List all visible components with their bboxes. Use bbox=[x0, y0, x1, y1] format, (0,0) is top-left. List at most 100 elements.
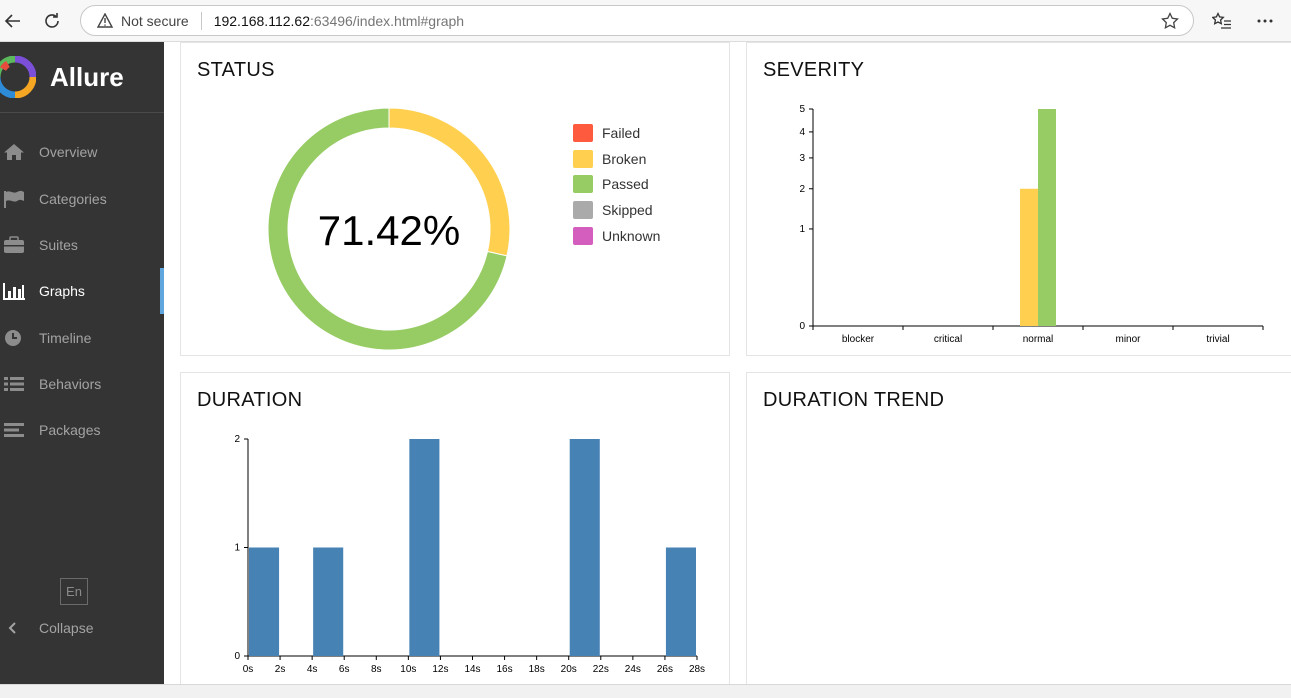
sidebar-item-label: Graphs bbox=[39, 283, 85, 299]
x-tick-label: 20s bbox=[561, 664, 577, 675]
security-label: Not secure bbox=[121, 12, 189, 29]
sidebar-item-label: Overview bbox=[39, 144, 98, 160]
flag-icon bbox=[4, 190, 24, 208]
brand[interactable]: Allure bbox=[0, 42, 164, 113]
y-tick-label: 2 bbox=[234, 434, 240, 445]
donut-slice-passed bbox=[267, 107, 508, 351]
x-tick-label: 4s bbox=[307, 664, 318, 675]
sidebar-item-label: Categories bbox=[39, 191, 107, 207]
more-menu-button[interactable] bbox=[1252, 8, 1278, 34]
sidebar-item-overview[interactable]: Overview bbox=[0, 129, 164, 175]
collapse-label: Collapse bbox=[39, 620, 94, 636]
legend-label: Passed bbox=[602, 176, 649, 192]
sidebar-item-categories[interactable]: Categories bbox=[0, 176, 164, 222]
legend-label: Failed bbox=[602, 125, 641, 141]
status-title: STATUS bbox=[197, 59, 275, 81]
favorite-star-icon[interactable] bbox=[1161, 12, 1179, 30]
duration-bar-26s bbox=[665, 547, 696, 656]
y-tick-label: 0 bbox=[799, 321, 805, 332]
address-bar[interactable]: Not secure 192.168.112.62:63496/index.ht… bbox=[80, 5, 1194, 36]
x-tick-label: 22s bbox=[593, 664, 609, 675]
duration-bar-10s bbox=[409, 439, 440, 656]
x-tick-label: minor bbox=[1115, 334, 1141, 345]
clock-icon bbox=[5, 330, 21, 346]
chevron-left-icon bbox=[8, 622, 16, 634]
x-tick-label: 10s bbox=[400, 664, 416, 675]
horizontal-scrollbar[interactable] bbox=[0, 684, 1291, 698]
x-tick-label: 16s bbox=[497, 664, 513, 675]
duration-bar-4s bbox=[313, 547, 344, 656]
sidebar: Allure Overview Categories Suites Graphs… bbox=[0, 42, 164, 684]
reload-button[interactable] bbox=[39, 8, 65, 34]
sidebar-item-graphs[interactable]: Graphs bbox=[0, 268, 164, 314]
status-widget: STATUS 71.42% Failed Broken Passed Skipp… bbox=[180, 42, 730, 356]
briefcase-icon bbox=[4, 236, 24, 253]
x-tick-label: 6s bbox=[339, 664, 350, 675]
sidebar-item-behaviors[interactable]: Behaviors bbox=[0, 361, 164, 407]
y-tick-label: 0 bbox=[234, 651, 240, 662]
browser-toolbar: Not secure 192.168.112.62:63496/index.ht… bbox=[0, 0, 1291, 42]
y-tick-label: 3 bbox=[799, 153, 805, 164]
sidebar-item-timeline[interactable]: Timeline bbox=[0, 315, 164, 361]
allure-logo-icon bbox=[0, 56, 36, 98]
x-tick-label: 8s bbox=[371, 664, 382, 675]
legend-swatch-broken bbox=[573, 150, 593, 168]
list-icon bbox=[4, 377, 24, 391]
sidebar-item-label: Behaviors bbox=[39, 376, 102, 392]
home-icon bbox=[4, 144, 24, 160]
legend-label: Unknown bbox=[602, 228, 661, 244]
y-tick-label: 5 bbox=[799, 104, 805, 115]
y-tick-label: 1 bbox=[234, 543, 240, 554]
back-button[interactable] bbox=[0, 8, 26, 34]
x-tick-label: 12s bbox=[432, 664, 448, 675]
x-tick-label: 26s bbox=[657, 664, 673, 675]
severity-bar-normal-passed bbox=[1038, 109, 1056, 326]
x-tick-label: critical bbox=[934, 334, 962, 345]
sidebar-item-packages[interactable]: Packages bbox=[0, 407, 164, 453]
reload-icon bbox=[45, 13, 59, 28]
brand-name: Allure bbox=[50, 62, 124, 92]
duration-widget: DURATION 0 1 2 0s 2s 4s 6s 8s 10s 12s 14s 16s 18s 20s… bbox=[180, 372, 730, 692]
more-horizontal-icon bbox=[1257, 19, 1273, 23]
address-separator bbox=[200, 11, 202, 30]
x-tick-label: trivial bbox=[1206, 334, 1229, 345]
severity-title: SEVERITY bbox=[763, 59, 865, 81]
favorites-list-icon bbox=[1212, 12, 1231, 29]
status-percentage: 71.42% bbox=[318, 207, 460, 254]
legend-swatch-skipped bbox=[573, 201, 593, 219]
sidebar-item-suites[interactable]: Suites bbox=[0, 222, 164, 268]
warning-icon bbox=[97, 13, 113, 28]
legend-swatch-passed bbox=[573, 175, 593, 193]
x-tick-label: 14s bbox=[464, 664, 480, 675]
sidebar-item-label: Suites bbox=[39, 237, 78, 253]
severity-bar-normal-broken bbox=[1020, 188, 1038, 326]
align-left-icon bbox=[4, 423, 24, 437]
status-donut-chart: 71.42% bbox=[267, 107, 511, 351]
sidebar-item-label: Packages bbox=[39, 422, 101, 438]
x-tick-label: 0s bbox=[243, 664, 254, 675]
main-content: STATUS 71.42% Failed Broken Passed Skipp… bbox=[164, 42, 1291, 692]
favorites-button[interactable] bbox=[1209, 8, 1235, 34]
bar-chart-icon bbox=[3, 283, 25, 300]
url-host: 192.168.112.62 bbox=[213, 12, 310, 29]
duration-bar-0s bbox=[249, 547, 280, 656]
duration-title: DURATION bbox=[197, 389, 303, 411]
sidebar-item-label: Timeline bbox=[39, 330, 92, 346]
severity-widget: SEVERITY 0 1 2 3 4 5 blocker critical normal mino… bbox=[746, 42, 1291, 356]
arrow-left-icon bbox=[4, 14, 20, 28]
legend-label: Skipped bbox=[602, 202, 653, 218]
legend-swatch-unknown bbox=[573, 227, 593, 245]
collapse-button[interactable]: Collapse bbox=[0, 616, 164, 642]
duration-trend-title: DURATION TREND bbox=[763, 389, 945, 411]
x-tick-label: 28s bbox=[689, 664, 705, 675]
duration-trend-widget: DURATION TREND bbox=[746, 372, 1291, 692]
language-button[interactable]: En bbox=[60, 578, 88, 605]
x-tick-label: 24s bbox=[625, 664, 641, 675]
x-tick-label: 2s bbox=[275, 664, 286, 675]
x-tick-label: normal bbox=[1023, 334, 1054, 345]
x-tick-label: 18s bbox=[529, 664, 545, 675]
severity-bar-chart: 0 1 2 3 4 5 blocker critical normal minor trivial bbox=[799, 104, 1264, 345]
x-tick-label: blocker bbox=[842, 334, 875, 345]
legend-swatch-failed bbox=[573, 124, 593, 142]
